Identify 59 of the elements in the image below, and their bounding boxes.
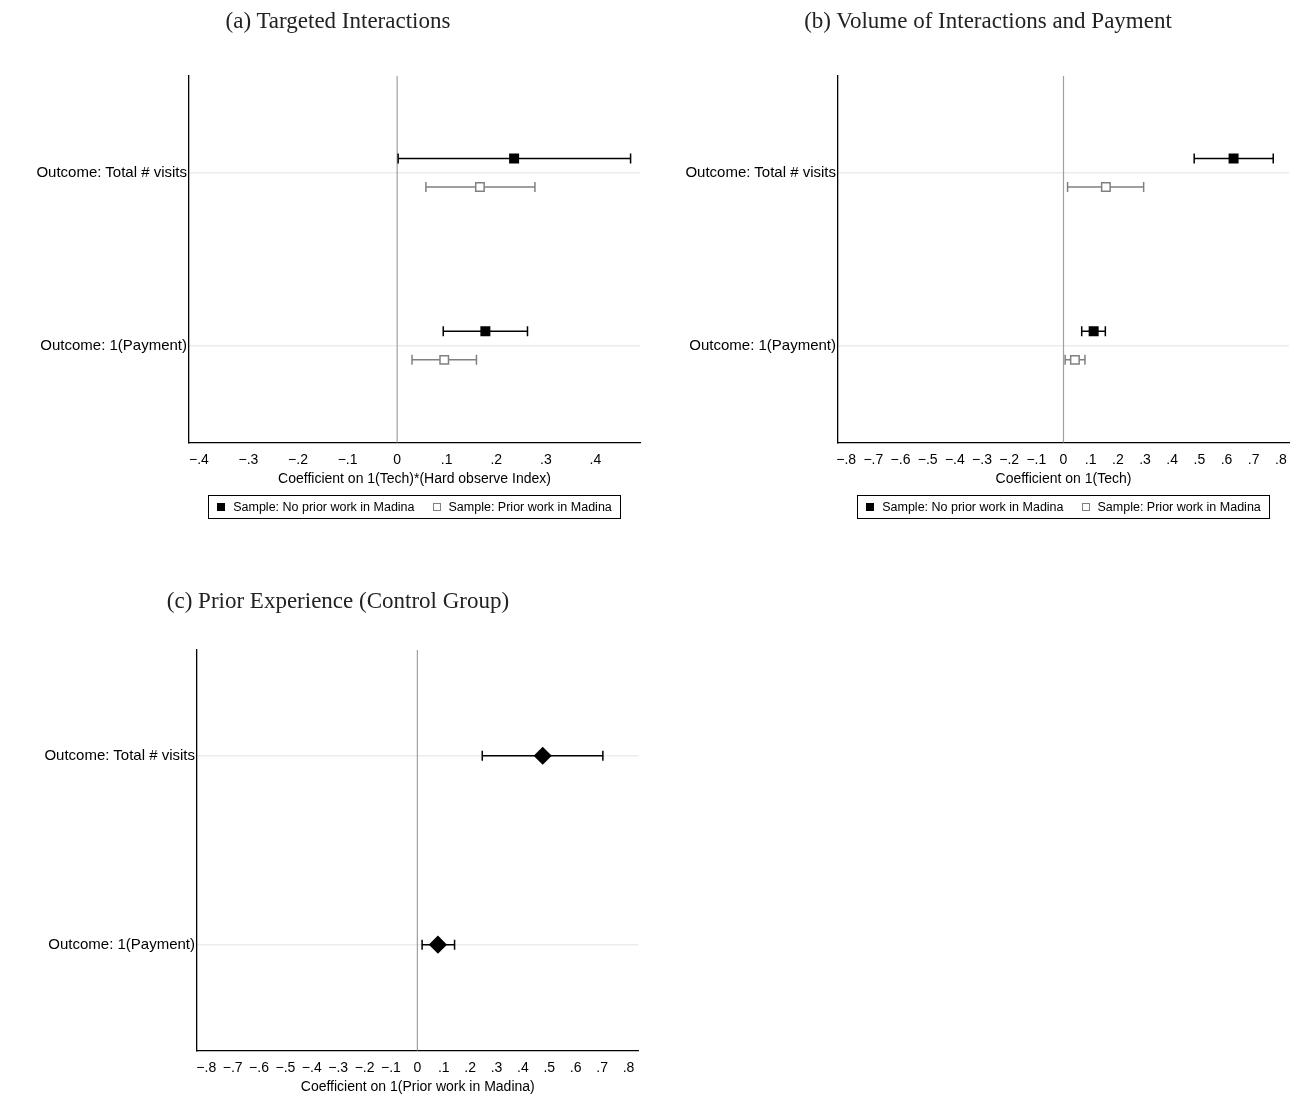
x-tick-label: .5	[1193, 450, 1206, 467]
x-tick-label: 0	[393, 450, 402, 467]
legend-label: Sample: Prior work in Madina	[1097, 500, 1261, 514]
x-tick-label: −.2	[999, 450, 1020, 467]
x-tick-label: −.3	[238, 450, 259, 467]
x-tick-label: .7	[1247, 450, 1260, 467]
x-tick-label: −.6	[249, 1058, 270, 1075]
x-tick-label: −.5	[917, 450, 938, 467]
x-tick-label: −.8	[836, 450, 857, 467]
y-tick-label: Outcome: Total # visits	[685, 162, 836, 180]
x-tick-label: .4	[1166, 450, 1179, 467]
x-tick-label: .2	[464, 1058, 477, 1075]
x-tick-label: −.1	[381, 1058, 402, 1075]
x-tick-label: −.4	[188, 450, 210, 467]
x-tick-label: .3	[539, 450, 552, 467]
x-axis-title: Coefficient on 1(Tech)*(Hard observe Index)	[278, 470, 551, 487]
y-tick-label: Outcome: Total # visits	[36, 162, 187, 180]
y-tick-label: Outcome: 1(Payment)	[48, 934, 195, 952]
chart-title: (b) Volume of Interactions and Payment	[803, 8, 1173, 34]
x-tick-label: .4	[517, 1058, 529, 1075]
x-tick-label: .8	[622, 1058, 635, 1075]
x-tick-label: −.2	[354, 1058, 375, 1075]
x-tick-label: .2	[1111, 450, 1124, 467]
x-tick-label: −.2	[288, 450, 309, 467]
legend-label: Sample: Prior work in Madina	[448, 500, 612, 514]
x-tick-label: .3	[1139, 450, 1152, 467]
x-tick-label: −.7	[863, 450, 884, 467]
x-tick-label: .3	[490, 1058, 503, 1075]
x-tick-label: 0	[413, 1058, 422, 1075]
y-tick-label: Outcome: Total # visits	[44, 745, 195, 763]
y-tick-label: Outcome: 1(Payment)	[40, 335, 187, 353]
x-tick-label: −.6	[890, 450, 911, 467]
x-tick-label: 0	[1059, 450, 1068, 467]
x-tick-label: −.3	[972, 450, 993, 467]
x-tick-label: .6	[1220, 450, 1233, 467]
x-tick-label: −.1	[1026, 450, 1047, 467]
legend-label: Sample: No prior work in Madina	[233, 500, 415, 514]
x-tick-label: −.5	[275, 1058, 296, 1075]
x-tick-label: −.1	[337, 450, 358, 467]
x-tick-label: −.7	[222, 1058, 243, 1075]
x-tick-label: −.4	[944, 450, 965, 467]
x-axis-title: Coefficient on 1(Tech)	[995, 470, 1132, 487]
chart-title: (a) Targeted Interactions	[224, 8, 452, 34]
x-tick-label: .6	[569, 1058, 582, 1075]
x-tick-label: .1	[1084, 450, 1097, 467]
x-tick-label: −.4	[301, 1058, 322, 1075]
x-tick-label: −.8	[196, 1058, 217, 1075]
x-tick-label: −.3	[328, 1058, 349, 1075]
y-tick-label: Outcome: 1(Payment)	[689, 335, 836, 353]
x-axis-title: Coefficient on 1(Prior work in Madina)	[300, 1078, 535, 1095]
x-tick-label: .4	[589, 450, 602, 467]
x-tick-label: .1	[437, 1058, 450, 1075]
x-tick-label: .5	[543, 1058, 556, 1075]
legend-label: Sample: No prior work in Madina	[882, 500, 1064, 514]
x-tick-label: .1	[440, 450, 453, 467]
x-tick-label: .7	[596, 1058, 609, 1075]
x-tick-label: .8	[1275, 450, 1287, 467]
x-tick-label: .2	[490, 450, 503, 467]
chart-title: (c) Prior Experience (Control Group)	[165, 588, 511, 614]
